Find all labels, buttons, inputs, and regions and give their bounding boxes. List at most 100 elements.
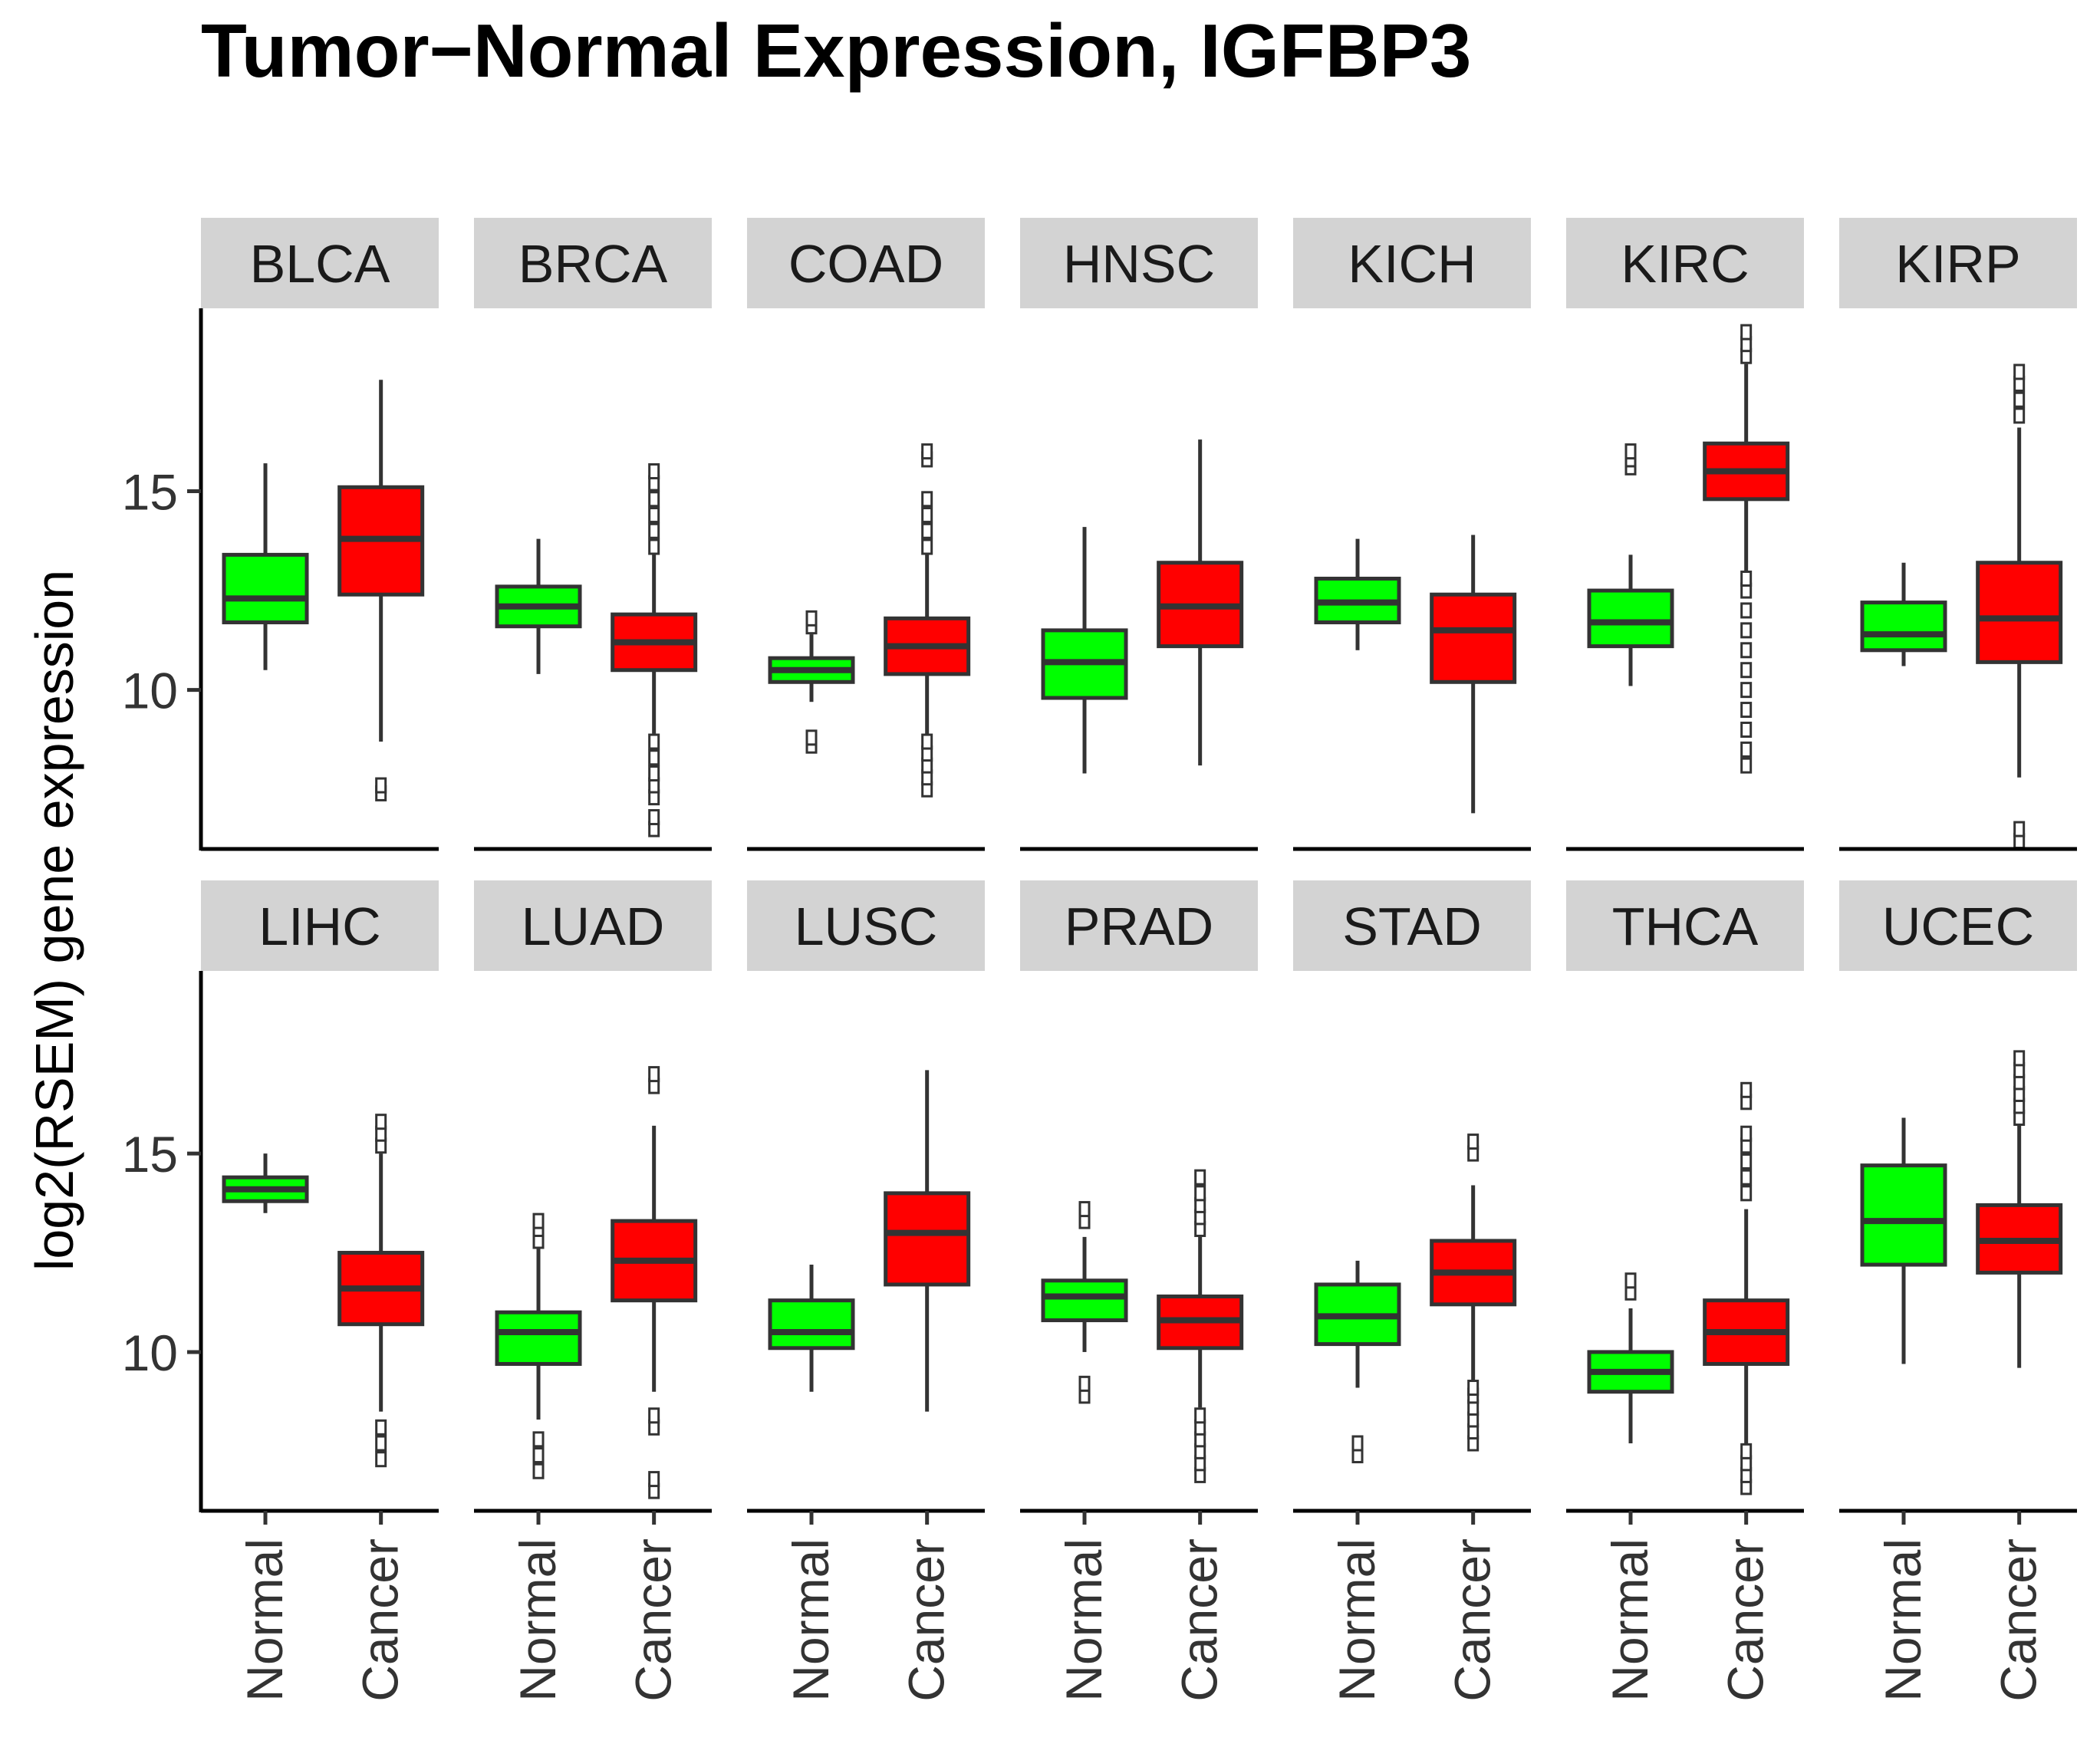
box-normal (1860, 1117, 1947, 1364)
outlier-point (921, 733, 933, 750)
outlier-point (1740, 642, 1753, 659)
facet-ucec: UCEC Normal Cancer (1839, 880, 2077, 1702)
y-tick-label: 15 (122, 1126, 178, 1183)
facet-luad: LUAD Normal Cancer (474, 880, 712, 1702)
plot-area: BLCA BRCA COAD HNSC KICH KIRC KIRP LIHC Normal Ca… (122, 218, 2077, 1702)
outlier-point (648, 733, 660, 750)
facet-kirp: KIRP (1839, 218, 2077, 851)
outlier-point (375, 1114, 387, 1130)
box-body (768, 1298, 855, 1351)
facet-strip (1293, 218, 1531, 308)
box-normal (495, 1212, 582, 1479)
outlier-point (1740, 1443, 1753, 1459)
box-cancer (1157, 439, 1244, 766)
outlier-point (2013, 391, 2026, 408)
outlier-point (648, 507, 660, 524)
facet-strip-label: KIRP (1895, 234, 2020, 294)
box-cancer (1976, 1050, 2063, 1368)
facet-strip-label: BLCA (250, 234, 390, 294)
box-cancer (1157, 1169, 1244, 1483)
facet-strip-label: HNSC (1063, 234, 1215, 294)
outlier-point (375, 1435, 387, 1452)
x-tick-label-cancer: Cancer (352, 1538, 409, 1702)
facet-hnsc: HNSC (1020, 218, 1258, 851)
box-normal (1587, 443, 1674, 686)
outlier-point (648, 491, 660, 508)
box-normal (1587, 1272, 1674, 1443)
box-normal (1314, 538, 1401, 650)
outlier-point (1467, 1133, 1480, 1150)
chart-title: Tumor−Normal Expression, IGFBP3 (201, 8, 1471, 93)
box-cancer (1703, 324, 1790, 774)
box-cancer (337, 1114, 425, 1468)
outlier-point (648, 749, 660, 766)
outlier-point (1194, 1169, 1206, 1186)
box-normal (768, 610, 855, 754)
outlier-point (2013, 407, 2026, 424)
facet-strip (1839, 218, 2077, 308)
outlier-point (1078, 1201, 1091, 1218)
box-body (1430, 592, 1517, 684)
box-body (1860, 600, 1947, 653)
outlier-point (1624, 1272, 1637, 1289)
outlier-point (1740, 702, 1753, 719)
x-tick-label-normal: Normal (1055, 1538, 1112, 1702)
facet-strip-label: COAD (788, 234, 943, 294)
facet-strip (1839, 880, 2077, 971)
outlier-point (648, 1471, 660, 1488)
outlier-point (1467, 1380, 1480, 1397)
y-axis-row-2: 10 15 (122, 971, 203, 1512)
box-body (1860, 1163, 1947, 1267)
outlier-point (921, 507, 933, 524)
y-tick-label: 10 (122, 1324, 178, 1381)
box-body (884, 1191, 971, 1287)
outlier-point (805, 729, 818, 746)
y-axis-label: log2(RSEM) gene expression (25, 570, 84, 1271)
outlier-point (375, 1419, 387, 1436)
facet-strip-label: KIRC (1621, 234, 1749, 294)
facet-strip (1566, 218, 1804, 308)
box-normal (1041, 527, 1128, 774)
facet-strip (1020, 218, 1258, 308)
outlier-point (921, 538, 933, 555)
outlier-point (805, 610, 818, 627)
facet-thca: THCA Normal Cancer (1566, 880, 1804, 1702)
box-normal (1314, 1260, 1401, 1464)
facet-strip (1293, 880, 1531, 971)
outlier-point (2013, 821, 2026, 837)
outlier-point (532, 1447, 545, 1464)
outlier-point (1740, 1125, 1753, 1142)
outlier-point (921, 491, 933, 508)
facet-kirc: KIRC (1566, 218, 1804, 851)
facet-strip-label: KICH (1348, 234, 1476, 294)
outlier-point (375, 777, 387, 794)
facet-strip-label: THCA (1612, 897, 1759, 956)
box-cancer (337, 380, 425, 801)
outlier-point (1740, 571, 1753, 587)
facet-stad: STAD Normal Cancer (1293, 880, 1531, 1702)
facet-strip-label: LIHC (258, 897, 380, 956)
outlier-point (1740, 602, 1753, 619)
outlier-point (532, 1212, 545, 1229)
facet-strip (747, 880, 985, 971)
box-cancer (884, 443, 971, 798)
outlier-point (648, 809, 660, 826)
facet-lihc: LIHC Normal Cancer (201, 880, 439, 1702)
box-body (495, 1310, 582, 1366)
outlier-point (1740, 324, 1753, 341)
facet-coad: COAD (747, 218, 985, 851)
facet-blca: BLCA (201, 218, 439, 851)
outlier-point (1624, 443, 1637, 460)
box-cancer (611, 1066, 698, 1499)
outlier-point (1194, 1407, 1206, 1424)
outlier-point (1740, 622, 1753, 639)
box-normal (222, 1153, 309, 1213)
outlier-point (648, 522, 660, 539)
facet-kich: KICH (1293, 218, 1531, 851)
box-cancer (1430, 1133, 1517, 1452)
outlier-point (648, 765, 660, 782)
x-tick-label-cancer: Cancer (1444, 1538, 1501, 1702)
box-cancer (884, 1070, 971, 1412)
outlier-point (648, 538, 660, 555)
outlier-point (1740, 1153, 1753, 1170)
